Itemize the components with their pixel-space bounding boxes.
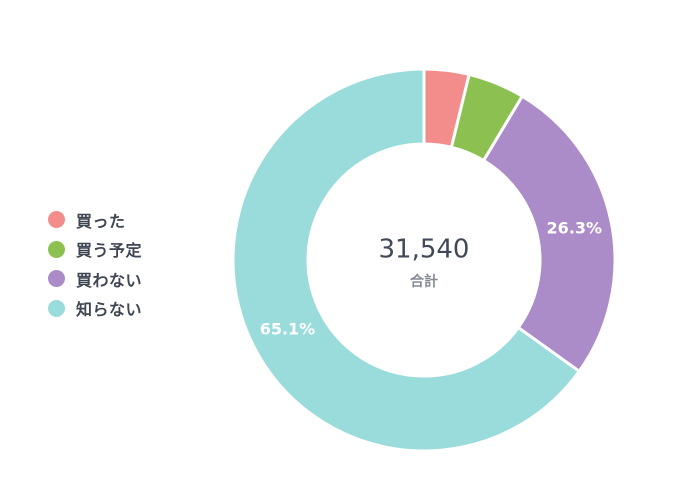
legend-swatch-bought	[48, 211, 65, 229]
legend-item-bought[interactable]: 買った	[48, 205, 142, 235]
donut-slices	[231, 67, 617, 453]
legend-item-dont-know[interactable]: 知らない	[48, 294, 142, 324]
slice-label-wont-buy: 26.3%	[547, 218, 603, 237]
slice-dont-know[interactable]	[231, 67, 581, 453]
legend-label-bought: 買った	[76, 211, 126, 231]
legend-swatch-wont-buy	[48, 270, 65, 288]
legend-swatch-dont-know	[48, 299, 65, 317]
legend-label-dont-know: 知らない	[76, 300, 143, 320]
slice-label-dont-know: 65.1%	[260, 320, 316, 339]
legend-label-plan-to-buy: 買う予定	[76, 241, 143, 261]
slice-wont-buy[interactable]	[482, 94, 617, 373]
total-label: 合計	[410, 273, 438, 290]
legend-label-wont-buy: 買わない	[76, 270, 143, 290]
chart-legend: 買った 買う予定 買わない 知らない	[48, 205, 142, 323]
total-value: 31,540	[379, 235, 470, 265]
legend-swatch-plan-to-buy	[48, 240, 65, 258]
legend-item-plan-to-buy[interactable]: 買う予定	[48, 235, 142, 265]
donut-slice-labels: 26.3% 65.1%	[260, 218, 602, 338]
legend-item-wont-buy[interactable]: 買わない	[48, 264, 142, 294]
